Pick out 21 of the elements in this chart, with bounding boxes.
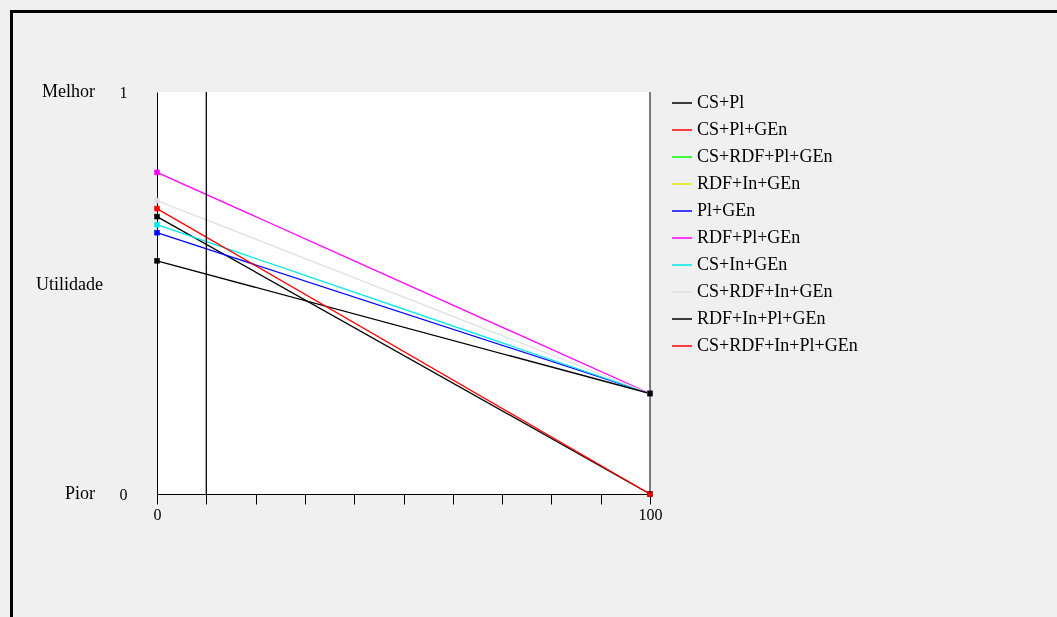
legend-label: RDF+Pl+GEn	[697, 227, 801, 247]
text: Pior	[64, 483, 95, 503]
point	[154, 197, 160, 204]
legend-label: CS+Pl+GEn	[697, 119, 788, 139]
y-tick-label: 1	[119, 83, 128, 101]
point	[154, 205, 160, 212]
legend-label: RDF+In+Pl+GEn	[697, 308, 826, 328]
legend-label: CS+Pl	[697, 92, 745, 112]
point	[154, 258, 160, 264]
legend-label: CS+In+GEn	[697, 254, 788, 274]
legend-label: CS+RDF+In+Pl+GEn	[697, 335, 858, 355]
text: Melhor	[42, 81, 95, 101]
legend-label: RDF+In+GEn	[697, 173, 801, 193]
point	[154, 169, 160, 176]
legend-label: CS+RDF+In+GEn	[697, 281, 833, 301]
point	[154, 229, 160, 236]
y-axis-title: Utilidade	[36, 273, 103, 294]
x-tick-label: 100	[638, 505, 663, 523]
point	[154, 221, 160, 228]
legend-label: Pl+GEn	[697, 200, 756, 220]
legend-label: CS+RDF+Pl+GEn	[697, 146, 833, 166]
